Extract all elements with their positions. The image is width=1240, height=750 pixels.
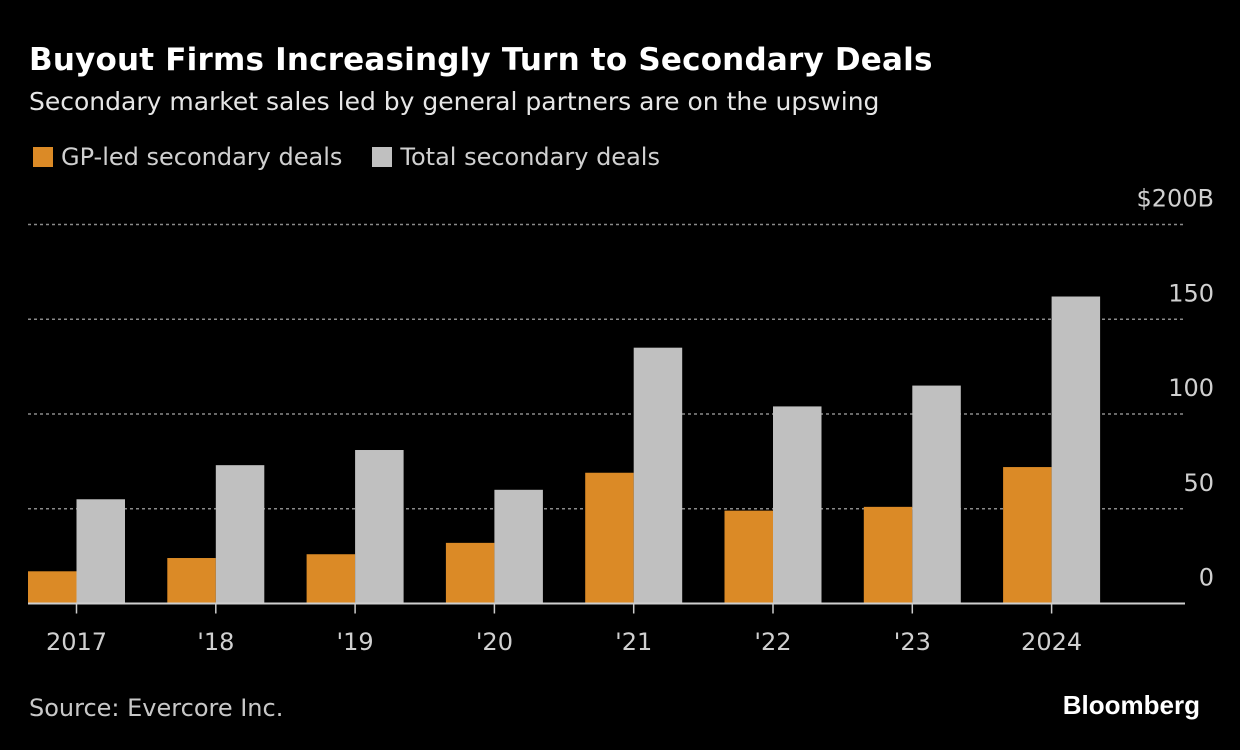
y-tick-label: 150: [1168, 279, 1214, 307]
bar-gp-led: [585, 472, 634, 604]
bar-total: [773, 406, 822, 604]
bar-total: [76, 499, 125, 604]
bar-total: [215, 465, 265, 604]
x-tick-label: 2017: [46, 628, 107, 656]
source-note: Source: Evercore Inc.: [29, 694, 284, 722]
y-tick-label: 50: [1183, 469, 1214, 497]
chart-subtitle: Secondary market sales led by general pa…: [29, 87, 880, 116]
y-tick-label: 100: [1168, 374, 1214, 402]
x-tick-label: '22: [754, 628, 791, 656]
bar-gp-led: [724, 510, 773, 604]
bar-gp-led: [306, 554, 356, 604]
x-tick-label: '19: [337, 628, 374, 656]
bar-total: [1051, 296, 1101, 604]
bar-gp-led: [863, 506, 913, 604]
x-tick-label: 2024: [1021, 628, 1082, 656]
bar-gp-led: [28, 571, 77, 604]
bar-total: [912, 385, 961, 604]
legend-swatch-total: [372, 147, 393, 167]
bar-gp-led: [167, 558, 216, 604]
x-tick-label: '20: [476, 628, 513, 656]
y-tick-label: $200B: [1136, 185, 1214, 213]
chart-title: Buyout Firms Increasingly Turn to Second…: [29, 42, 933, 78]
bar-gp-led: [445, 542, 495, 604]
legend-item-total: Total secondary deals: [372, 143, 660, 171]
x-tick-label: '18: [197, 628, 234, 656]
legend-label-total: Total secondary deals: [400, 143, 660, 171]
legend-item-gp-led: GP-led secondary deals: [33, 143, 342, 171]
bar-total: [633, 347, 683, 604]
x-tick-label: '23: [894, 628, 931, 656]
bar-gp-led: [1003, 467, 1052, 604]
x-tick-label: '21: [615, 628, 652, 656]
bar-total: [355, 450, 404, 604]
legend: GP-led secondary deals Total secondary d…: [33, 143, 690, 171]
bar-total: [494, 489, 543, 604]
legend-swatch-gp-led: [33, 147, 53, 167]
bloomberg-logo: Bloomberg: [1062, 690, 1200, 720]
legend-label-gp-led: GP-led secondary deals: [61, 143, 343, 171]
y-tick-label: 0: [1199, 564, 1214, 592]
